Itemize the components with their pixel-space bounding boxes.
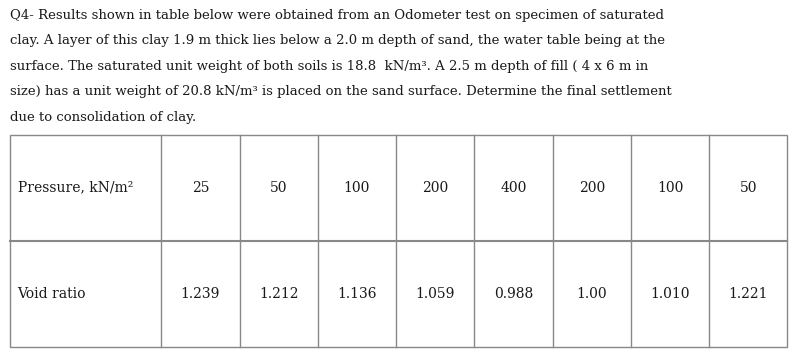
Text: 0.988: 0.988 bbox=[494, 287, 533, 301]
Text: Void ratio: Void ratio bbox=[18, 287, 86, 301]
Text: 1.221: 1.221 bbox=[728, 287, 768, 301]
Text: 1.059: 1.059 bbox=[415, 287, 455, 301]
Text: size) has a unit weight of 20.8 kN/m³ is placed on the sand surface. Determine t: size) has a unit weight of 20.8 kN/m³ is… bbox=[10, 85, 671, 98]
Text: Pressure, kN/m²: Pressure, kN/m² bbox=[18, 181, 133, 195]
Text: 1.00: 1.00 bbox=[576, 287, 607, 301]
Text: 50: 50 bbox=[740, 181, 757, 195]
Text: 1.212: 1.212 bbox=[259, 287, 298, 301]
Text: 200: 200 bbox=[422, 181, 449, 195]
Text: Q4- Results shown in table below were obtained from an Odometer test on specimen: Q4- Results shown in table below were ob… bbox=[10, 9, 664, 22]
Bar bbox=[10, 135, 787, 347]
Text: 1.136: 1.136 bbox=[337, 287, 377, 301]
Text: 200: 200 bbox=[579, 181, 605, 195]
Text: 400: 400 bbox=[501, 181, 527, 195]
Text: due to consolidation of clay.: due to consolidation of clay. bbox=[10, 111, 196, 124]
Text: 1.239: 1.239 bbox=[181, 287, 220, 301]
Text: 50: 50 bbox=[270, 181, 288, 195]
Text: clay. A layer of this clay 1.9 m thick lies below a 2.0 m depth of sand, the wat: clay. A layer of this clay 1.9 m thick l… bbox=[10, 34, 665, 47]
Text: 100: 100 bbox=[344, 181, 370, 195]
Text: 100: 100 bbox=[657, 181, 683, 195]
Text: surface. The saturated unit weight of both soils is 18.8  kN/m³. A 2.5 m depth o: surface. The saturated unit weight of bo… bbox=[10, 60, 648, 73]
Text: 25: 25 bbox=[191, 181, 209, 195]
Text: 1.010: 1.010 bbox=[650, 287, 689, 301]
